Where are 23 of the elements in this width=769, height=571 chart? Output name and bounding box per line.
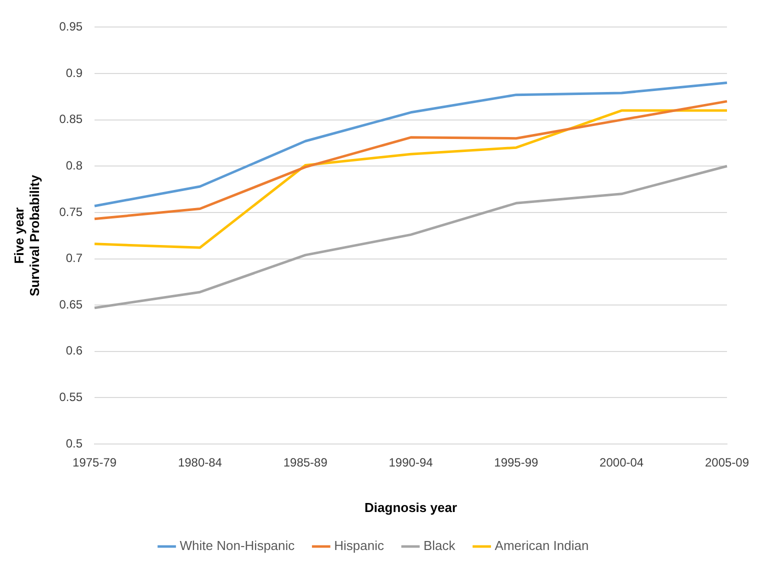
legend-label: Hispanic (334, 538, 384, 554)
legend-label: Black (424, 538, 456, 554)
y-axis-title: Five year Survival Probability (11, 174, 42, 296)
legend-label: American Indian (494, 538, 589, 554)
x-tick-label: 2005-09 (704, 456, 750, 470)
x-tick-label: 1980-84 (178, 456, 222, 470)
y-tick-label: 0.5 (66, 436, 83, 450)
x-tick-label: 1990-94 (388, 456, 434, 470)
x-tick-label: 1995-99 (494, 456, 539, 470)
y-tick-label: 0.85 (59, 112, 83, 126)
y-tick-label: 0.55 (59, 390, 83, 404)
x-axis-title: Diagnosis year (364, 500, 458, 515)
y-tick-label: 0.9 (66, 66, 83, 80)
y-tick-label: 0.6 (66, 344, 83, 358)
y-tick-label: 0.95 (59, 20, 83, 34)
legend-label: White Non-Hispanic (180, 538, 296, 554)
x-tick-label: 1985-89 (283, 456, 328, 470)
y-tick-label: 0.75 (59, 204, 83, 219)
x-tick-label: 1975-79 (72, 456, 117, 470)
x-tick-label: 2000-04 (600, 456, 644, 470)
y-tick-label: 0.65 (59, 297, 83, 312)
y-tick-label: 0.8 (66, 158, 83, 172)
y-tick-label: 0.7 (66, 251, 83, 266)
